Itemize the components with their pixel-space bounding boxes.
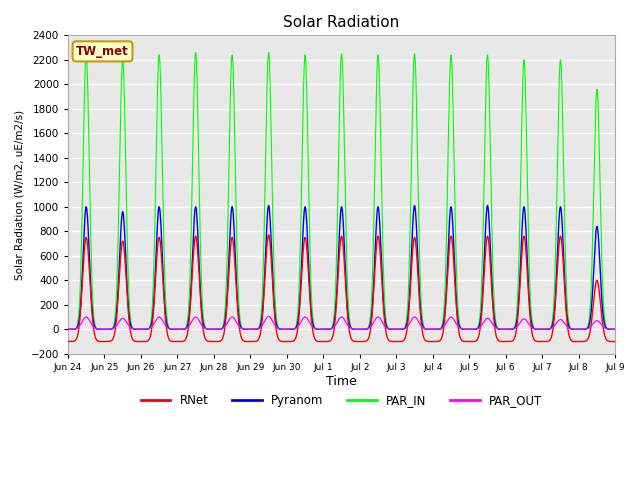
Title: Solar Radiation: Solar Radiation	[284, 15, 400, 30]
Text: TW_met: TW_met	[76, 45, 129, 58]
X-axis label: Time: Time	[326, 374, 357, 387]
Legend: RNet, Pyranom, PAR_IN, PAR_OUT: RNet, Pyranom, PAR_IN, PAR_OUT	[136, 389, 547, 411]
Y-axis label: Solar Radiation (W/m2, uE/m2/s): Solar Radiation (W/m2, uE/m2/s)	[15, 109, 25, 280]
